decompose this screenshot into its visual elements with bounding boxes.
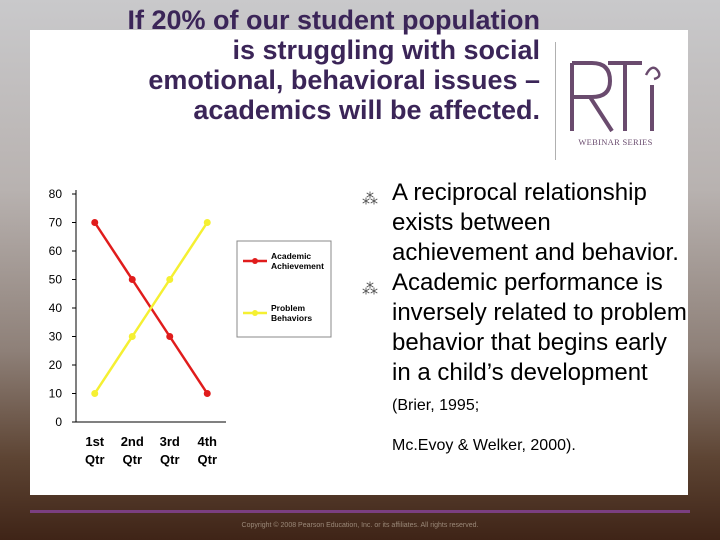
rti-logo: WEBINAR SERIES [568,55,663,155]
x-tick-label: 2nd [121,434,144,449]
x-tick-label: Qtr [198,452,218,467]
y-tick-label: 0 [55,415,62,429]
x-tick-label: 3rd [160,434,180,449]
bullet-mark-icon: ⁂ [362,281,378,298]
y-tick-label: 40 [49,301,63,315]
x-tick-label: 1st [85,434,104,449]
line-chart: 0 10 20 30 40 50 60 70 80 1st Qtr 2nd Qtr 3rd Qtr 4th Qt… [49,187,332,467]
x-tick-label: Qtr [160,452,180,467]
rti-logo-mark [570,61,661,133]
footer-rule [30,510,690,513]
slide-panel [30,30,688,495]
citation-part1: (Brier, 1995; [392,397,480,414]
bullet-item: ⁂ A reciprocal relationship exists betwe… [360,178,690,268]
series-line [93,221,209,395]
data-point [128,276,136,283]
bullet-list: ⁂ A reciprocal relationship exists betwe… [360,178,690,461]
data-point [128,333,136,340]
legend-box [236,240,332,338]
data-point [166,276,174,283]
logo-caption: WEBINAR SERIES [578,137,653,147]
legend-marker [252,310,258,316]
data-point [91,390,99,397]
bullet-text: Academic performance is inversely relate… [392,269,687,386]
bullet-text: A reciprocal relationship exists between… [392,179,679,266]
y-tick-label: 30 [49,330,63,344]
x-tick-label: Qtr [85,452,105,467]
y-tick-label: 70 [49,216,63,230]
slide-title: If 20% of our student population is stru… [127,5,540,125]
y-tick-label: 80 [49,187,63,201]
legend-label: Achievement [271,261,324,271]
data-point [203,390,211,397]
legend-label: Behaviors [271,313,312,323]
y-tick-label: 50 [49,273,63,287]
x-tick-label: 4th [198,434,218,449]
bullet-mark-icon: ⁂ [362,191,378,208]
y-tick-label: 10 [49,387,63,401]
x-tick-label: Qtr [123,452,143,467]
data-point [166,333,174,340]
bullet-item: ⁂ Academic performance is inversely rela… [360,268,690,461]
copyright-footer: Copyright © 2008 Pearson Education, Inc.… [241,522,479,529]
legend-label: Academic [271,251,311,261]
y-tick-label: 20 [49,358,63,372]
citation-part2: Mc.Evoy & Welker, 2000). [392,437,576,454]
data-point [91,219,99,226]
legend-marker [252,258,258,264]
legend-label: Problem [271,303,305,313]
data-point [203,219,211,226]
title-divider [555,42,556,160]
y-tick-label: 60 [49,244,63,258]
